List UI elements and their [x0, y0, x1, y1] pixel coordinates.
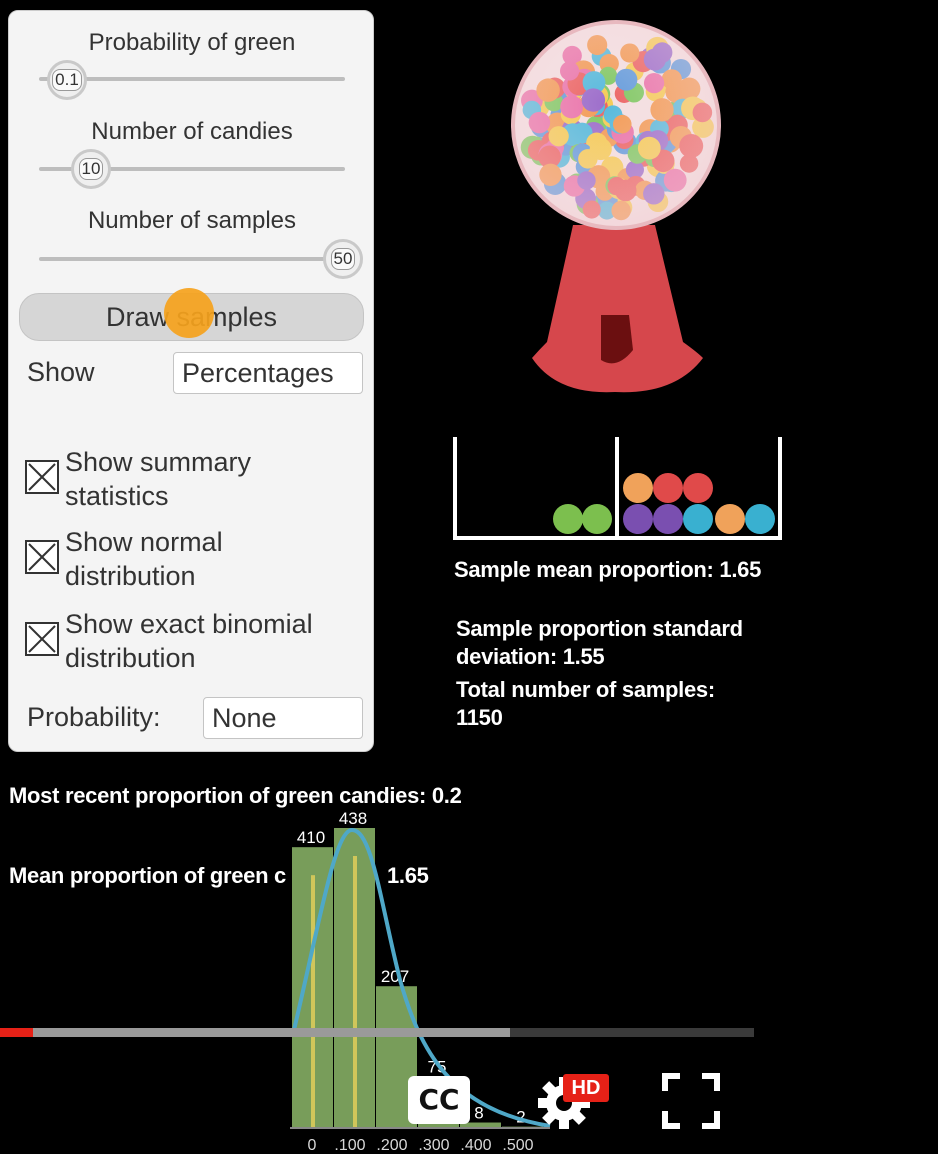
binomial-marker [311, 875, 315, 1128]
candy-ball [582, 504, 612, 534]
normal-distribution-checkbox[interactable] [25, 540, 59, 574]
sample-sd-text: Sample proportion standard deviation: 1.5… [456, 616, 743, 669]
sample-mean-text: Sample mean proportion: 1.65 [454, 557, 762, 582]
candy-ball [683, 504, 713, 534]
candies-slider[interactable] [39, 167, 345, 171]
video-buffered-bar [0, 1028, 510, 1037]
fullscreen-icon[interactable] [662, 1073, 720, 1129]
exact-binomial-checkbox[interactable] [25, 622, 59, 656]
histogram-bar [460, 1122, 501, 1128]
probability-slider-thumb[interactable]: 0.1 [47, 60, 87, 100]
most-recent-proportion-text: Most recent proportion of green candies:… [9, 783, 462, 808]
show-select[interactable]: Percentages [173, 352, 363, 394]
total-samples-text: Total number of samples: 1150 [456, 677, 715, 730]
candy-ball [653, 504, 683, 534]
samples-slider-label: Number of samples [87, 207, 297, 234]
closed-captions-button[interactable]: CC [408, 1076, 470, 1124]
probability-value: 0.1 [52, 69, 82, 91]
video-played-bar [0, 1028, 34, 1037]
probability-select[interactable]: None [203, 697, 363, 739]
candy-ball [715, 504, 745, 534]
checked-x-icon [28, 463, 56, 491]
candy-ball [553, 504, 583, 534]
bar-value-label: 410 [297, 828, 325, 847]
x-tick-label: .100 [334, 1137, 365, 1154]
x-tick-label: 0 [308, 1137, 317, 1154]
probability-select-label: Probability: [27, 702, 161, 732]
checked-x-icon [28, 543, 56, 571]
probability-slider[interactable] [39, 77, 345, 81]
summary-statistics-label: Show summary statistics [65, 447, 252, 511]
normal-distribution-label: Show normal distribution [65, 527, 223, 591]
x-tick-label: .200 [376, 1137, 407, 1154]
x-tick-label: .400 [460, 1137, 491, 1154]
mean-proportion-value: 1.65 [387, 863, 429, 888]
candy-ball [683, 473, 713, 503]
candy-ball [745, 504, 775, 534]
control-panel: Probability of green 0.1 Number of candi… [8, 10, 374, 752]
checked-x-icon [28, 625, 56, 653]
candy-ball [623, 504, 653, 534]
binomial-marker [353, 856, 357, 1128]
x-tick-label: .300 [418, 1137, 449, 1154]
candies-slider-thumb[interactable]: 10 [71, 149, 111, 189]
gumball-machine-illustration [511, 20, 721, 393]
cursor-highlight [164, 288, 214, 338]
candies-value: 10 [78, 158, 104, 180]
bar-value-label: 207 [381, 967, 409, 986]
exact-binomial-label: Show exact binomial distribution [65, 609, 313, 673]
candy-ball [623, 473, 653, 503]
mean-proportion-text: Mean proportion of green c [9, 863, 286, 888]
samples-slider[interactable] [39, 257, 345, 261]
sample-tray [453, 437, 782, 540]
summary-statistics-checkbox[interactable] [25, 460, 59, 494]
samples-value: 50 [330, 248, 356, 270]
show-label: Show [27, 357, 95, 387]
bar-value-label: 2 [516, 1108, 525, 1127]
bar-value-label: 438 [339, 809, 367, 828]
candies-slider-label: Number of candies [91, 118, 293, 145]
hd-badge: HD [563, 1074, 609, 1102]
candy-ball [653, 473, 683, 503]
probability-slider-label: Probability of green [88, 29, 296, 56]
x-tick-label: .500 [502, 1137, 533, 1154]
samples-slider-thumb[interactable]: 50 [323, 239, 363, 279]
bar-value-label: 8 [474, 1104, 483, 1123]
